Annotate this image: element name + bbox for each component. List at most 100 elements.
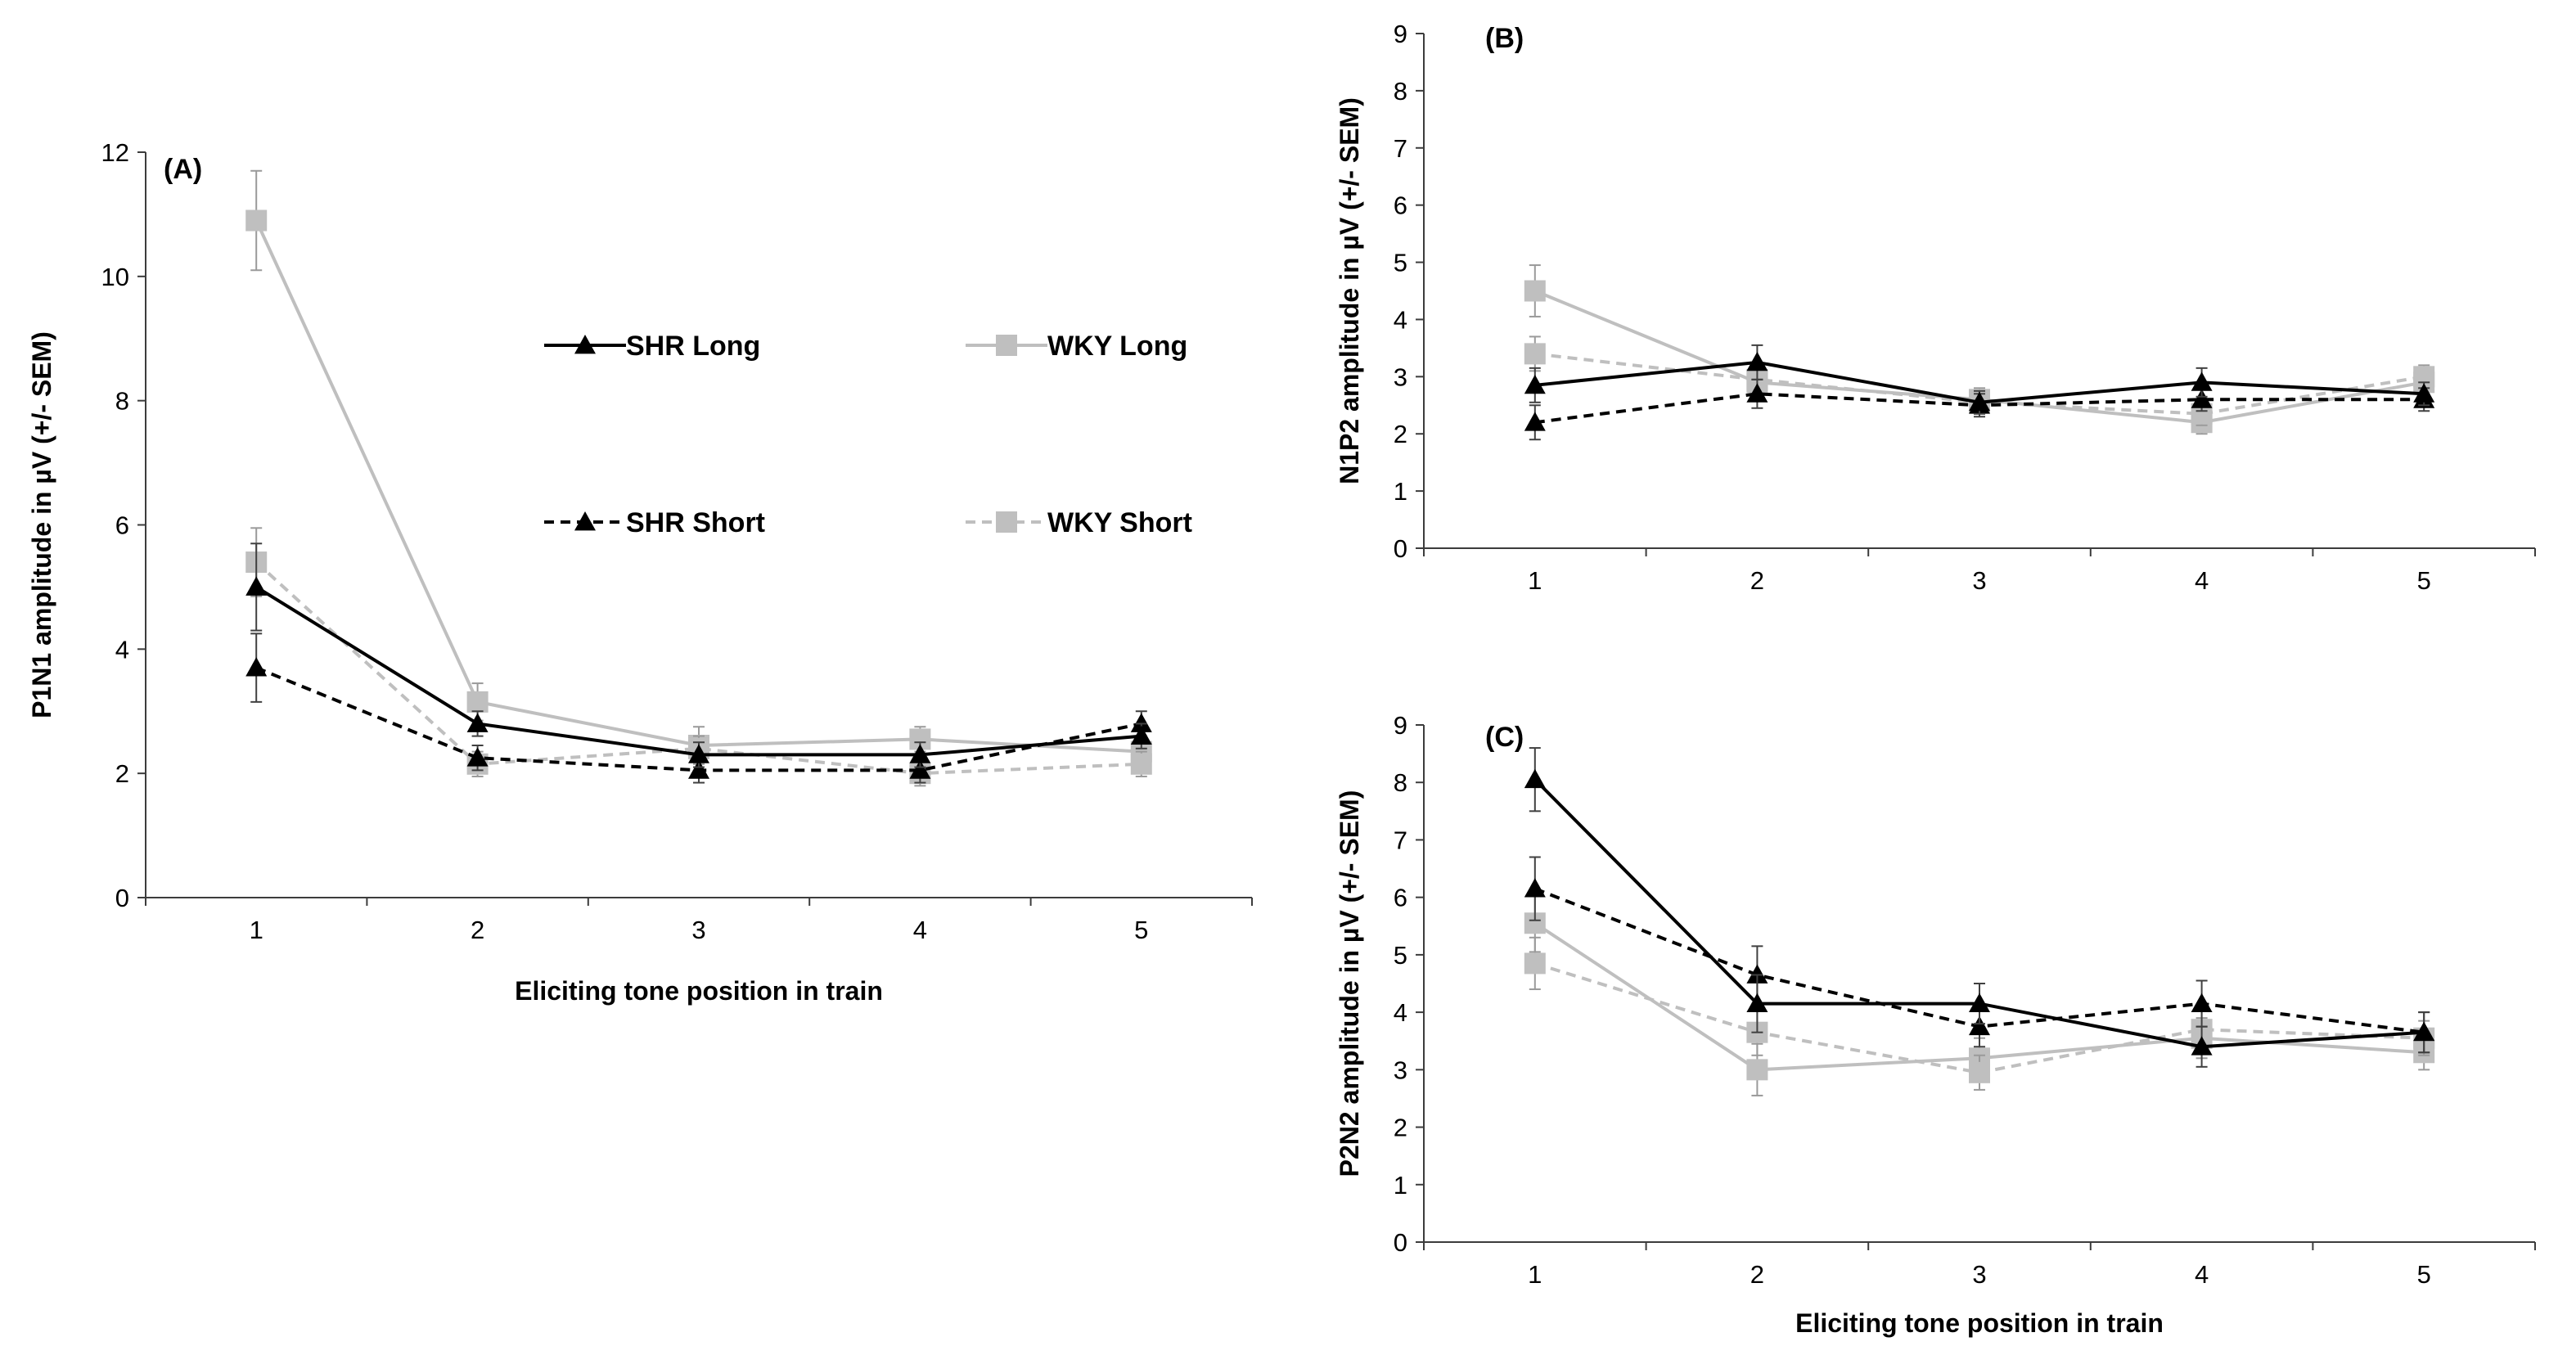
legend-label: SHR Long bbox=[626, 331, 760, 362]
data-point bbox=[1969, 1061, 1990, 1083]
legend-marker bbox=[996, 511, 1017, 533]
x-tick-label: 1 bbox=[1528, 566, 1542, 595]
panel-label: (B) bbox=[1485, 23, 1524, 54]
series-shr-long bbox=[1524, 747, 2435, 1068]
y-tick-label: 3 bbox=[1394, 1056, 1407, 1084]
x-axis-title: Eliciting tone position in train bbox=[1795, 1308, 2164, 1338]
data-point bbox=[1969, 391, 1990, 412]
data-point bbox=[1969, 993, 1990, 1012]
y-tick-label: 4 bbox=[1394, 998, 1407, 1027]
legend-label: SHR Short bbox=[626, 507, 765, 538]
y-tick-label: 6 bbox=[1394, 884, 1407, 912]
panel-label: (A) bbox=[164, 154, 202, 185]
y-tick-label: 0 bbox=[115, 884, 129, 912]
x-tick-label: 4 bbox=[2195, 1260, 2209, 1289]
panel-label: (C) bbox=[1485, 722, 1524, 753]
data-point bbox=[909, 744, 931, 763]
y-tick-label: 1 bbox=[1394, 1171, 1407, 1200]
legend-entry-shr-short: SHR Short bbox=[544, 507, 765, 538]
legend-marker bbox=[574, 511, 596, 531]
series-line bbox=[254, 560, 1142, 776]
series-shr-long bbox=[245, 542, 1152, 768]
y-tick-label: 5 bbox=[1394, 249, 1407, 277]
legend-entry-wky-long: WKY Long bbox=[966, 331, 1187, 362]
legend-marker bbox=[996, 335, 1017, 356]
x-tick-label: 2 bbox=[1750, 1260, 1764, 1289]
y-tick-label: 0 bbox=[1394, 1228, 1407, 1257]
data-point bbox=[2413, 383, 2435, 403]
y-tick-label: 4 bbox=[115, 635, 129, 664]
y-axis-title: N1P2 amplitude in µV (+/- SEM) bbox=[1335, 97, 1364, 484]
x-axis-title: Eliciting tone position in train bbox=[515, 976, 883, 1006]
legend-label: WKY Short bbox=[1047, 507, 1192, 538]
data-point bbox=[1746, 964, 1768, 984]
y-axis-title: P2N2 amplitude in µV (+/- SEM) bbox=[1335, 790, 1364, 1177]
data-point bbox=[1746, 351, 1768, 371]
y-tick-label: 2 bbox=[1394, 1114, 1407, 1142]
data-point bbox=[1130, 713, 1152, 732]
data-point bbox=[1746, 383, 1768, 403]
x-tick-label: 5 bbox=[1134, 916, 1148, 944]
y-tick-label: 6 bbox=[1394, 191, 1407, 220]
data-point bbox=[1969, 1015, 1990, 1036]
y-tick-label: 7 bbox=[1394, 134, 1407, 163]
data-point bbox=[245, 209, 268, 232]
x-tick-label: 4 bbox=[2195, 566, 2209, 595]
x-tick-label: 3 bbox=[1972, 566, 1986, 595]
y-tick-label: 1 bbox=[1394, 477, 1407, 506]
data-point bbox=[1524, 374, 1546, 394]
legend-marker bbox=[574, 335, 596, 354]
y-tick-label: 9 bbox=[1394, 711, 1407, 740]
data-point bbox=[2191, 371, 2213, 391]
data-point bbox=[2191, 1036, 2213, 1056]
series-line bbox=[254, 219, 1142, 754]
x-tick-label: 2 bbox=[471, 916, 484, 944]
data-point bbox=[2413, 1021, 2435, 1042]
y-tick-label: 12 bbox=[101, 138, 129, 167]
x-tick-label: 3 bbox=[691, 916, 705, 944]
x-tick-label: 1 bbox=[250, 916, 263, 944]
y-axis-title: P1N1 amplitude in µV (+/- SEM) bbox=[27, 331, 56, 718]
legend-entry-shr-long: SHR Long bbox=[544, 331, 760, 362]
x-tick-label: 1 bbox=[1528, 1260, 1542, 1289]
data-point bbox=[1524, 343, 1546, 365]
y-tick-label: 0 bbox=[1394, 534, 1407, 563]
legend: SHR Long WKY Long SHR Short WKY Short bbox=[544, 331, 1192, 538]
chart-panel-c: 0 1 2 3 4 5 6 7 8 9 1 2 3 4 5 (C) P2N2 amplitude in µV (… bbox=[1335, 711, 2536, 1338]
data-point bbox=[1524, 878, 1546, 898]
y-tick-label: 8 bbox=[115, 387, 129, 416]
data-point bbox=[1524, 412, 1546, 431]
legend-label: WKY Long bbox=[1047, 331, 1187, 362]
y-tick-label: 3 bbox=[1394, 362, 1407, 391]
y-tick-label: 6 bbox=[115, 511, 129, 540]
data-point bbox=[466, 747, 489, 767]
x-tick-label: 5 bbox=[2417, 566, 2431, 595]
x-tick-label: 5 bbox=[2417, 1260, 2431, 1289]
chart-panel-b: 0 1 2 3 4 5 6 7 8 9 1 2 3 4 5 (B) N1P2 amplitude in µV (… bbox=[1335, 20, 2536, 595]
data-point bbox=[466, 713, 489, 732]
x-tick-label: 4 bbox=[913, 916, 927, 944]
y-tick-label: 9 bbox=[1394, 20, 1407, 48]
y-tick-label: 8 bbox=[1394, 768, 1407, 797]
y-tick-label: 2 bbox=[1394, 420, 1407, 448]
y-tick-label: 4 bbox=[1394, 305, 1407, 334]
data-point bbox=[1746, 993, 1768, 1012]
series-wky-short bbox=[1524, 936, 2435, 1091]
y-tick-label: 2 bbox=[115, 759, 129, 788]
data-point bbox=[688, 744, 709, 763]
data-point bbox=[688, 759, 709, 779]
data-point bbox=[245, 576, 268, 596]
data-point bbox=[2191, 389, 2213, 408]
y-tick-label: 5 bbox=[1394, 941, 1407, 970]
data-point bbox=[1524, 768, 1546, 789]
y-tick-label: 10 bbox=[101, 263, 129, 291]
data-point bbox=[909, 759, 931, 779]
series-shr-long bbox=[1524, 344, 2435, 415]
x-tick-label: 3 bbox=[1972, 1260, 1986, 1289]
data-point bbox=[1746, 1059, 1768, 1081]
x-tick-label: 2 bbox=[1750, 566, 1764, 595]
legend-entry-wky-short: WKY Short bbox=[966, 507, 1192, 538]
data-point bbox=[1130, 725, 1152, 745]
